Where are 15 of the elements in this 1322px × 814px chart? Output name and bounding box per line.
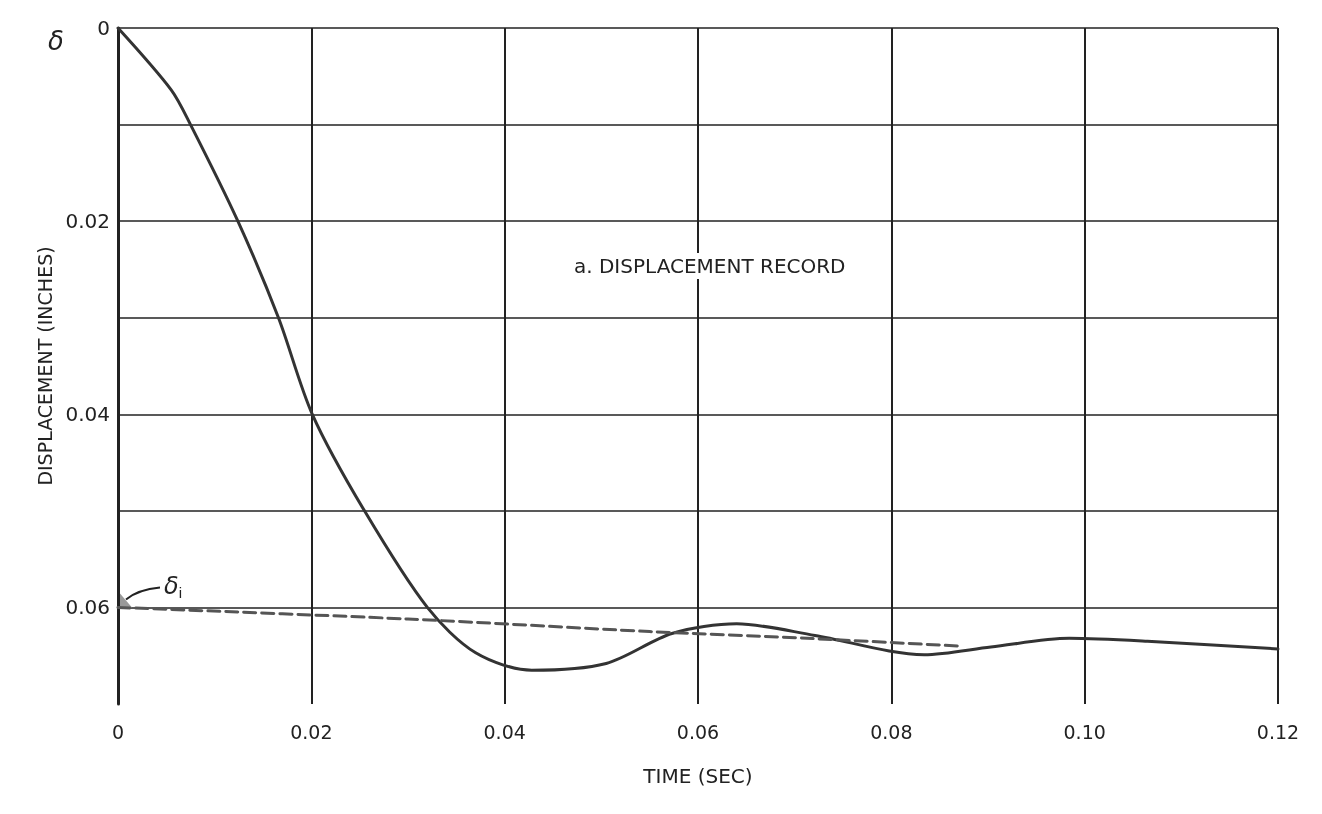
x-tick-label: 0.08	[870, 720, 913, 743]
x-axis-title: TIME (SEC)	[642, 764, 753, 788]
annotation: a. DISPLACEMENT RECORD	[574, 254, 846, 278]
y-axis-title: DISPLACEMENT (INCHES)	[34, 246, 57, 486]
y-tick-label: 0	[97, 16, 110, 40]
x-tick-label: 0.04	[483, 720, 526, 743]
x-tick-label: 0.12	[1256, 720, 1300, 743]
x-tick-label: 0.02	[290, 720, 333, 743]
y-tick-label: 0.04	[65, 402, 110, 427]
x-tick-label: 0	[111, 720, 125, 743]
x-tick-label: 0.06	[676, 720, 720, 743]
y-tick-label: 0.06	[65, 595, 110, 620]
y-tick-label: 0.02	[65, 209, 110, 234]
text: δ	[48, 26, 64, 56]
x-tick-label: 0.10	[1063, 720, 1106, 743]
